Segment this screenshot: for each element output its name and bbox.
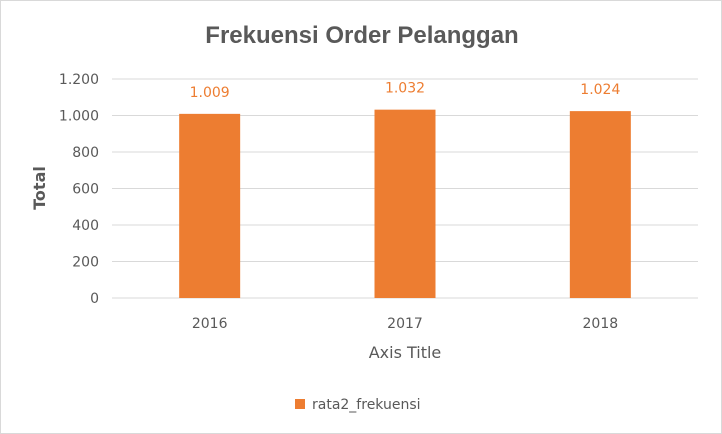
x-tick-label: 2018 [583,316,619,332]
bars [179,109,631,299]
y-tick-label: 1.000 [59,109,99,125]
chart-title: Frekuensi Order Pelanggan [205,22,518,49]
x-tick-label: 2016 [192,316,228,332]
data-label: 1.032 [385,81,425,97]
y-axis-title: Total [30,166,49,210]
y-axis-tick-labels: 0 200 400 600 800 1.000 1.200 [59,72,99,307]
y-tick-label: 1.200 [59,72,99,88]
bar [374,109,436,298]
x-tick-label: 2017 [387,316,423,332]
data-label: 1.009 [190,85,230,101]
y-tick-label: 800 [72,145,99,161]
legend-swatch [295,399,305,409]
data-labels: 1.009 1.032 1.024 [190,81,621,101]
y-tick-label: 400 [72,218,99,234]
legend: rata2_frekuensi [295,397,421,413]
x-axis-title: Axis Title [369,343,442,362]
bar [179,113,241,298]
y-tick-label: 200 [72,255,99,271]
legend-label: rata2_frekuensi [312,397,421,413]
y-tick-label: 0 [90,291,99,307]
y-tick-label: 600 [72,182,99,198]
bar [569,111,631,299]
data-label: 1.024 [580,82,620,98]
x-axis-tick-labels: 2016 2017 2018 [192,316,618,332]
